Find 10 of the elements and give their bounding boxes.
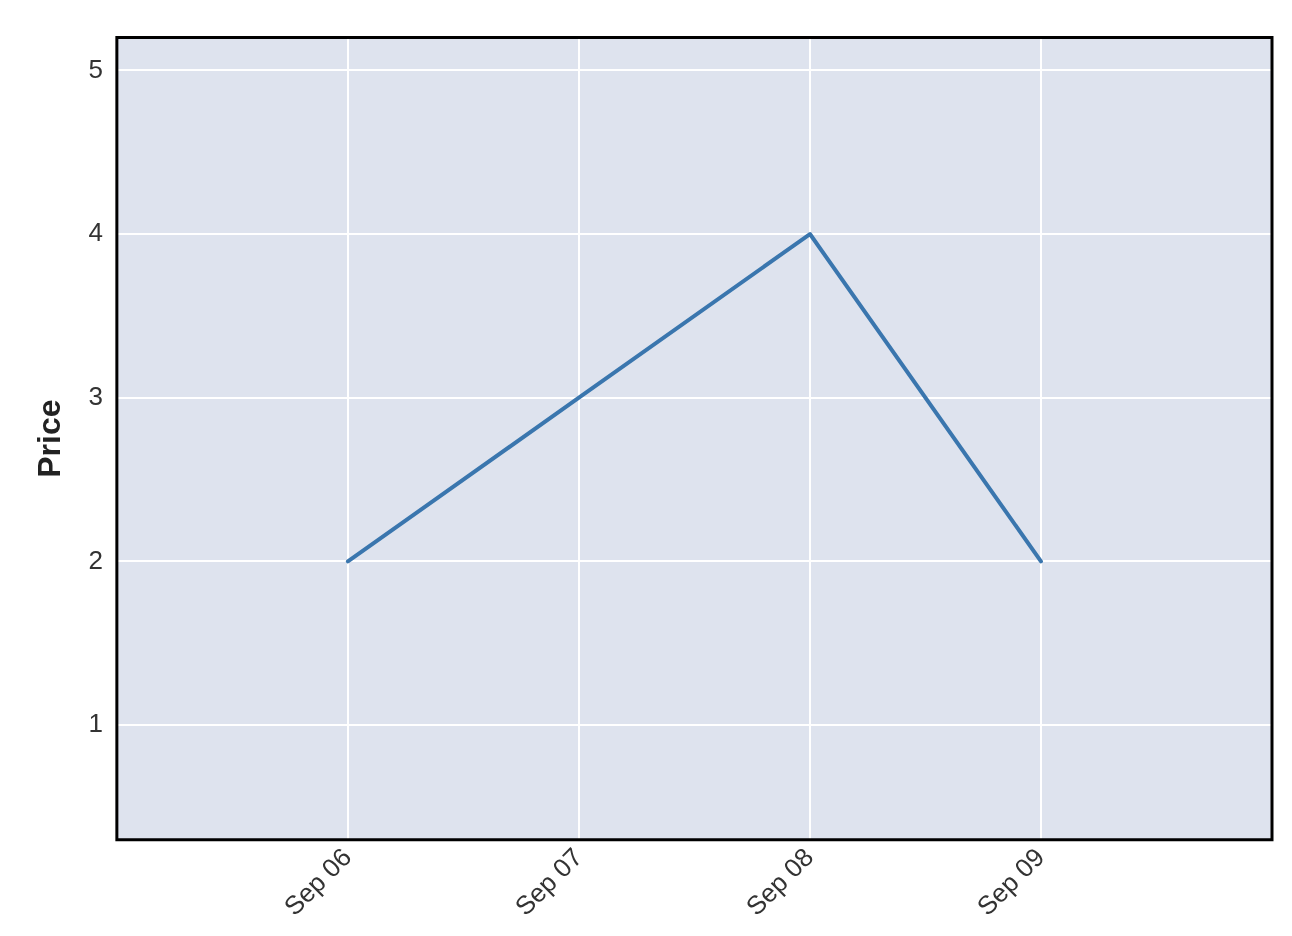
y-tick-label: 4 (88, 217, 103, 248)
y-tick-label: 5 (88, 53, 103, 84)
y-axis-title: Price (31, 399, 68, 478)
y-tick-label: 1 (88, 708, 103, 739)
x-tick-label: Sep 08 (739, 841, 820, 922)
y-tick-label: 3 (88, 380, 103, 411)
x-tick-label: Sep 09 (970, 841, 1051, 922)
x-tick-label: Sep 06 (277, 841, 358, 922)
x-tick-label: Sep 07 (508, 841, 589, 922)
y-tick-label: 2 (88, 544, 103, 575)
